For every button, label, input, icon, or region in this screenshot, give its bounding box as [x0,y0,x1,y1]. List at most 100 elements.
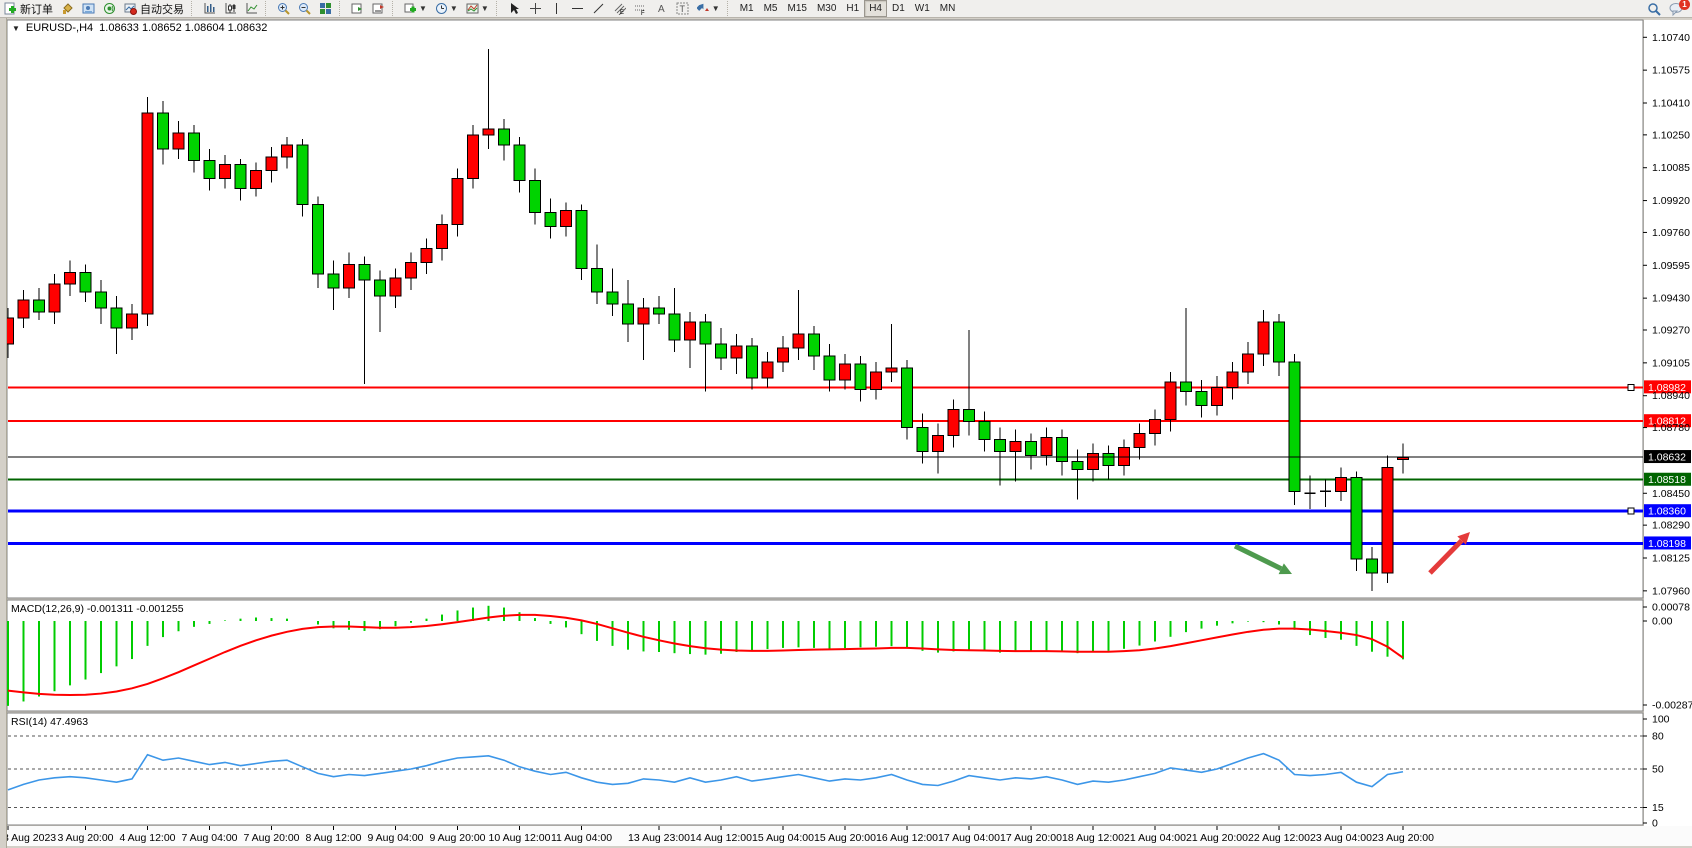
chart-shift-button[interactable] [369,0,388,17]
indicators-button[interactable]: ▼ [401,0,430,17]
chevron-down-icon: ▼ [419,4,427,13]
market-watch-button[interactable] [79,0,98,17]
crosshair-button[interactable] [526,0,545,17]
text-button[interactable]: A [652,0,671,17]
svg-text:F: F [641,11,645,15]
chart-window: 1.08982 1.08812 1.08518 1.08360 1.08198 1.086… [0,18,1692,848]
text-label-button[interactable]: T [673,0,692,17]
svg-text:1.08632: 1.08632 [1648,452,1686,464]
svg-text:1.08290: 1.08290 [1652,520,1690,532]
svg-text:1.09595: 1.09595 [1652,260,1690,272]
chart-shift-icon [372,2,385,15]
svg-text:1.08125: 1.08125 [1652,552,1690,564]
svg-text:23 Aug 04:00: 23 Aug 04:00 [1310,832,1372,844]
panel-backgrounds [6,19,1692,846]
line-chart-button[interactable] [242,0,261,17]
timeframe-m30[interactable]: M30 [816,3,837,14]
symbol-dropdown-icon[interactable]: ▼ [12,23,20,33]
channel-button[interactable]: F [631,0,650,17]
timeframe-w1[interactable]: W1 [914,3,930,14]
zoom-in-icon [277,2,290,15]
autotrade-icon [124,2,137,15]
auto-arrange-icon [351,2,364,15]
svg-text:1.09430: 1.09430 [1652,293,1690,305]
tile-windows-button[interactable] [316,0,335,17]
cursor-button[interactable] [505,0,524,17]
svg-text:15: 15 [1652,802,1664,814]
symbol-ohlc: 1.08633 1.08652 1.08604 1.08632 [99,22,268,34]
notifications-button[interactable]: 1 [1666,0,1690,17]
timeframe-m1[interactable]: M1 [739,3,754,14]
svg-text:1.10085: 1.10085 [1652,162,1690,174]
timeframe-d1[interactable]: D1 [892,3,905,14]
bar-chart-button[interactable] [200,0,219,17]
periods-button[interactable]: ▼ [432,0,461,17]
price-scale[interactable]: 1.08982 1.08812 1.08518 1.08360 1.08198 1.086… [1643,32,1692,830]
svg-text:0: 0 [1652,818,1658,830]
timeframe-h4[interactable]: H4 [864,0,887,17]
candle-chart-icon [224,2,237,15]
toolbar-group-orders: 新订单 自动交易 [0,0,188,17]
search-button[interactable] [1644,0,1664,17]
svg-text:1.08518: 1.08518 [1648,474,1686,486]
time-scale[interactable]: 3 Aug 2023 3 Aug 20:00 4 Aug 12:00 7 Aug 04… [3,826,1434,844]
sound-button[interactable] [100,0,119,17]
autotrade-label: 自动交易 [140,3,184,16]
svg-text:7 Aug 20:00: 7 Aug 20:00 [243,832,299,844]
left-gutter [0,18,7,848]
vertical-line-icon [550,2,563,15]
zoom-in-button[interactable] [274,0,293,17]
arrow-objects-icon [696,2,710,15]
svg-text:10 Aug 12:00: 10 Aug 12:00 [489,832,551,844]
svg-text:1.08450: 1.08450 [1652,488,1690,500]
svg-text:1.10250: 1.10250 [1652,129,1690,141]
arrow-objects[interactable] [1233,532,1470,575]
arrows-button[interactable]: ▼ [694,0,723,17]
chart-canvas[interactable]: 1.08982 1.08812 1.08518 1.08360 1.08198 1.086… [0,18,1692,848]
autotrade-button[interactable]: 自动交易 [121,0,187,17]
templates-button[interactable]: ▼ [463,0,492,17]
fibonacci-button[interactable]: E [610,0,629,17]
horizontal-line-icon [571,2,584,15]
trendline-button[interactable] [589,0,608,17]
toolbar-group-objects: E F A T ▼ [504,0,724,17]
line-chart-icon [245,2,258,15]
new-order-button[interactable]: 新订单 [1,0,56,17]
svg-text:1.07960: 1.07960 [1652,585,1690,597]
timeframe-m15[interactable]: M15 [787,3,807,14]
red-up-arrow[interactable] [1428,532,1470,575]
timeframe-h1[interactable]: H1 [846,3,860,14]
svg-text:9 Aug 20:00: 9 Aug 20:00 [429,832,485,844]
timeframe-mn[interactable]: MN [939,3,956,14]
svg-text:1.09270: 1.09270 [1652,325,1690,337]
channel-icon: F [634,2,647,15]
sound-icon [103,2,116,15]
svg-text:16 Aug 12:00: 16 Aug 12:00 [876,832,938,844]
toolbar-separator [265,1,271,16]
toolbar-group-zoom [273,0,336,17]
svg-text:13 Aug 23:00: 13 Aug 23:00 [628,832,690,844]
text-label-icon: T [676,2,689,15]
green-down-arrow[interactable] [1233,543,1292,575]
symbol-info-line: ▼ EURUSD-,H4 1.08633 1.08652 1.08604 1.0… [12,22,267,34]
toolbar-separator [495,1,502,16]
svg-text:1.10410: 1.10410 [1652,98,1690,110]
svg-text:7 Aug 04:00: 7 Aug 04:00 [181,832,237,844]
auto-arrange-button[interactable] [348,0,367,17]
zoom-out-button[interactable] [295,0,314,17]
svg-text:17 Aug 20:00: 17 Aug 20:00 [1000,832,1062,844]
svg-text:80: 80 [1652,731,1664,743]
macd-indicator [7,605,1404,706]
horizontal-line-objects[interactable] [8,383,1643,545]
vertical-line-button[interactable] [547,0,566,17]
svg-text:17 Aug 04:00: 17 Aug 04:00 [938,832,1000,844]
toolbar-right: 1 [1643,0,1690,17]
candle-chart-button[interactable] [221,0,240,17]
macd-label: MACD(12,26,9) -0.001311 -0.001255 [11,603,184,615]
styler-button[interactable] [58,0,77,17]
symbol-name: EURUSD-,H4 [25,22,94,34]
horizontal-line-button[interactable] [568,0,587,17]
tile-windows-icon [319,2,332,15]
timeframe-m5[interactable]: M5 [763,3,778,14]
new-order-icon [4,2,17,15]
